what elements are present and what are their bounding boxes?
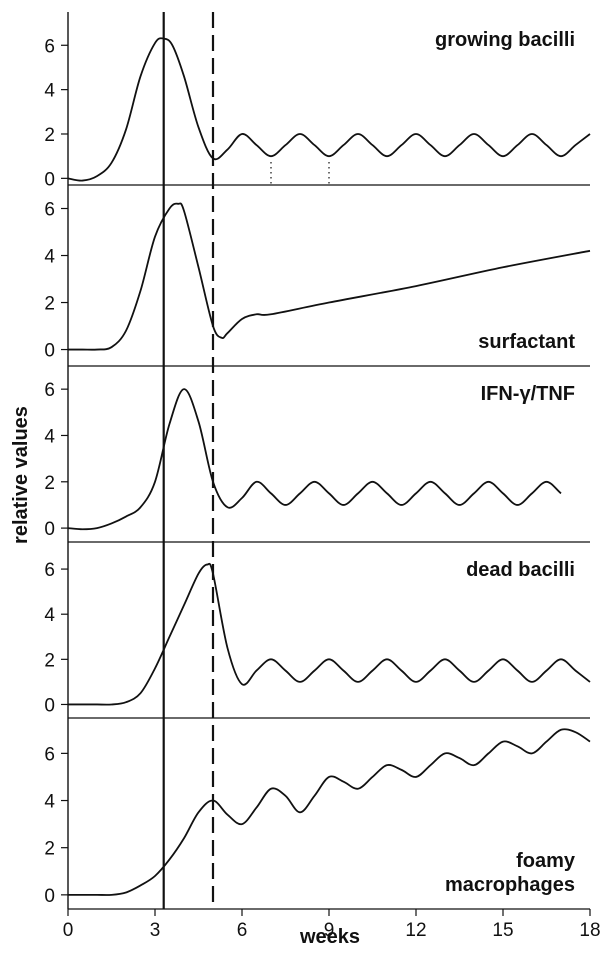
panel-label: surfactant bbox=[478, 331, 575, 353]
y-tick-label: 2 bbox=[44, 125, 55, 146]
y-tick-label: 4 bbox=[44, 81, 55, 102]
x-tick-label: 6 bbox=[237, 920, 248, 941]
reference-lines-layer bbox=[162, 12, 330, 909]
panel-label: dead bacilli bbox=[466, 559, 575, 581]
y-tick-label: 4 bbox=[44, 247, 55, 268]
y-tick-label: 4 bbox=[44, 792, 55, 813]
y-tick-label: 0 bbox=[44, 169, 55, 190]
y-tick-label: 0 bbox=[44, 519, 55, 540]
panel-3: 0 2 4 6 IFN-γ/TNF bbox=[44, 380, 590, 543]
x-tick-label: 0 bbox=[63, 920, 74, 941]
y-tick-label: 0 bbox=[44, 341, 55, 362]
x-tick-label: 3 bbox=[150, 920, 161, 941]
x-tick-label: 18 bbox=[579, 920, 600, 941]
panels-layer: 0 2 4 6 growing bacilli 0 2 4 6 surfactant 0 2 4 6 IFN… bbox=[44, 29, 591, 910]
x-tick-label: 9 bbox=[324, 920, 335, 941]
x-tick-label: 15 bbox=[492, 920, 513, 941]
y-tick-label: 6 bbox=[44, 560, 55, 581]
x-tick-label: 12 bbox=[405, 920, 426, 941]
y-tick-label: 2 bbox=[44, 473, 55, 494]
y-tick-label: 4 bbox=[44, 605, 55, 626]
y-tick-label: 2 bbox=[44, 294, 55, 315]
series-line bbox=[67, 37, 591, 182]
y-tick-label: 6 bbox=[44, 744, 55, 765]
series-line bbox=[67, 728, 591, 896]
panel-4: 0 2 4 6 dead bacilli bbox=[44, 559, 591, 719]
y-axis-title: relative values bbox=[10, 406, 32, 544]
y-tick-label: 6 bbox=[44, 200, 55, 221]
panel-label: macrophages bbox=[445, 874, 575, 896]
y-tick-label: 6 bbox=[44, 36, 55, 57]
y-tick-label: 6 bbox=[44, 380, 55, 401]
y-tick-label: 0 bbox=[44, 886, 55, 907]
panel-label: growing bacilli bbox=[435, 29, 575, 51]
series-line bbox=[68, 562, 591, 706]
y-tick-label: 2 bbox=[44, 839, 55, 860]
panel-label: foamy bbox=[516, 850, 576, 872]
panel-2: 0 2 4 6 surfactant bbox=[44, 200, 591, 367]
series-line bbox=[67, 388, 562, 531]
y-tick-label: 4 bbox=[44, 426, 55, 447]
panel-label: IFN-γ/TNF bbox=[481, 383, 575, 405]
axes-layer: 0 3 6 9 12 15 18 bbox=[63, 12, 601, 941]
x-axis-title: weeks bbox=[299, 926, 360, 948]
y-tick-label: 2 bbox=[44, 650, 55, 671]
series-line bbox=[67, 202, 591, 351]
panel-1: 0 2 4 6 growing bacilli bbox=[44, 29, 591, 190]
y-tick-label: 0 bbox=[44, 695, 55, 716]
